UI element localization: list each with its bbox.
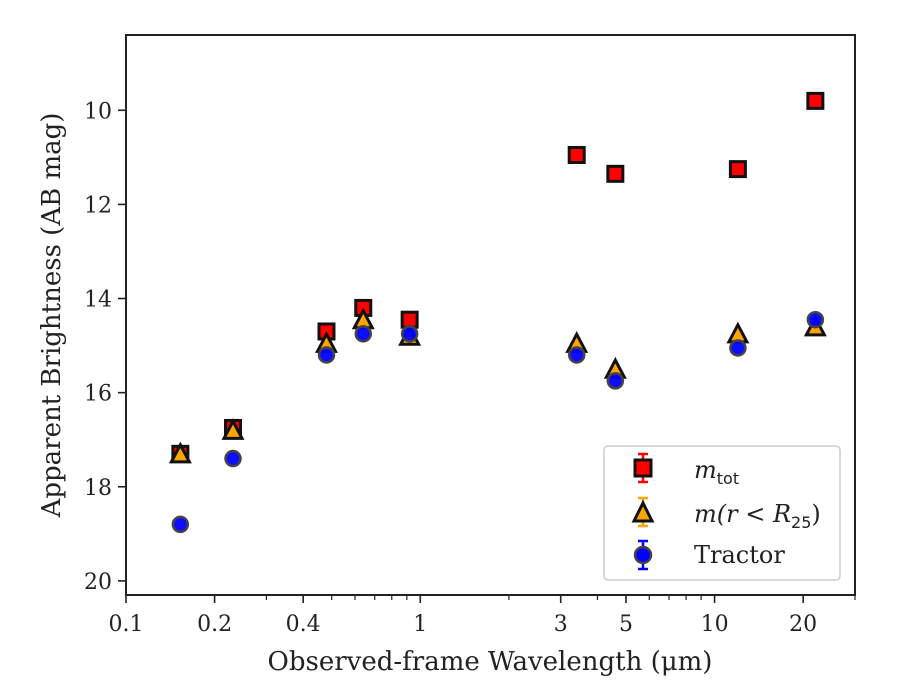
data-marks [168,91,827,534]
data-point-circle-2 [317,346,336,364]
legend-mtot-label: mtot [694,456,739,488]
x-tick-label: 0.2 [197,612,232,637]
y-axis-ticks: 10 12 14 16 18 20 [84,99,126,595]
legend-entry-tractor: Tractor [633,539,785,571]
data-point-circle-3 [354,325,373,343]
y-tick-label: 14 [84,288,112,313]
data-point-square-5 [567,146,586,164]
legend-mtot-marker [633,458,653,478]
data-point-triangle-1 [221,418,245,440]
plot-frame [125,34,856,596]
x-tick-label: 5 [619,612,633,637]
data-point-circle-8 [806,310,825,329]
legend-entry-mtot: mtot [633,452,739,488]
x-tick-label: 3 [554,612,568,637]
y-tick-label: 12 [84,193,112,218]
data-point-circle-0 [171,515,190,534]
x-tick-label: 0.1 [109,612,144,637]
data-point-circle-6 [606,372,625,390]
y-tick-label: 10 [84,99,112,124]
x-axis-label: Observed-frame Wavelength (μm) [268,647,713,677]
legend-box [603,445,841,581]
y-tick-label: 18 [84,476,112,501]
data-point-circle-5 [567,346,586,364]
x-tick-label: 0.4 [286,612,321,637]
legend: mtot m(r < R25) Tractor [603,445,841,581]
x-tick-label: 20 [789,612,817,637]
data-point-square-6 [606,164,625,183]
x-tick-label: 1 [413,612,427,637]
legend-r25-label: m(r < R25) [694,500,821,532]
y-tick-label: 20 [84,570,112,595]
y-tick-label: 16 [84,382,112,407]
data-point-square-8 [806,91,825,110]
y-axis-label: Apparent Brightness (AB mag) [37,113,67,519]
x-tick-label: 10 [701,612,729,637]
data-point-circle-4 [400,325,419,343]
data-point-triangle-0 [168,441,192,464]
x-axis-ticks: 0.1 0.2 0.4 1 3 5 10 20 [109,595,856,637]
data-point-circle-7 [729,339,747,357]
legend-entry-r25: m(r < R25) [631,496,821,532]
data-point-circle-1 [224,449,242,468]
data-point-square-7 [728,160,747,179]
legend-r25-marker [631,499,655,523]
legend-tractor-marker [633,545,653,565]
legend-tractor-label: Tractor [694,541,785,569]
